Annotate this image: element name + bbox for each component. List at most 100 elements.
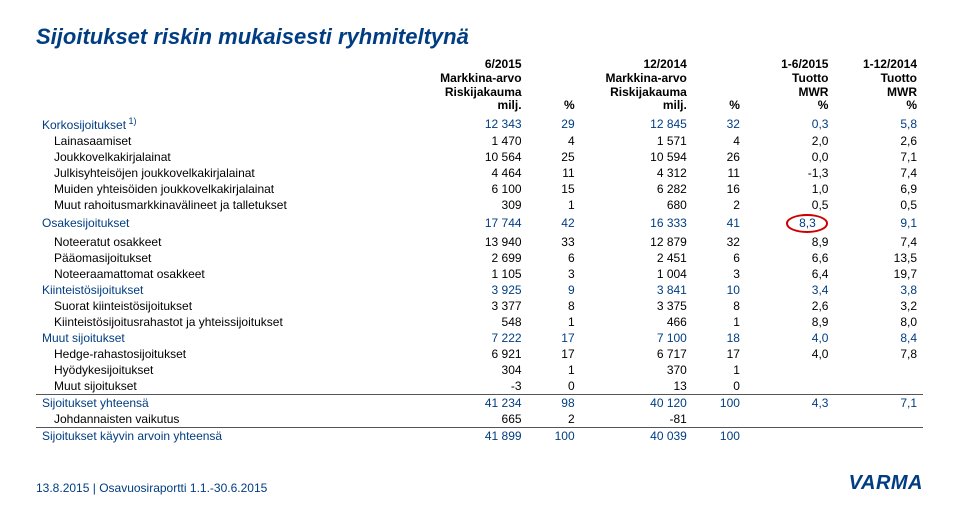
cell: 2 bbox=[693, 197, 746, 213]
cell bbox=[746, 362, 835, 378]
row-label: Kiinteistösijoitusrahastot ja yhteissijo… bbox=[36, 314, 415, 330]
cell: 7 222 bbox=[415, 330, 527, 346]
cell: 6 921 bbox=[415, 346, 527, 362]
cell: 2 bbox=[528, 411, 581, 428]
cell: 8 bbox=[528, 298, 581, 314]
cell: 16 333 bbox=[581, 213, 693, 233]
cell: 6,9 bbox=[834, 181, 923, 197]
cell bbox=[834, 378, 923, 395]
row-label: Hyödykesijoitukset bbox=[36, 362, 415, 378]
cell: 18 bbox=[693, 330, 746, 346]
cell: 7,4 bbox=[834, 234, 923, 250]
footer: 13.8.2015 | Osavuosiraportti 1.1.-30.6.2… bbox=[36, 472, 923, 495]
table-row: Noteeraamattomat osakkeet1 10531 00436,4… bbox=[36, 266, 923, 282]
cell: 41 bbox=[693, 213, 746, 233]
cell: 8,3 bbox=[746, 213, 835, 233]
row-label: Joukkovelkakirjalainat bbox=[36, 149, 415, 165]
cell: 16 bbox=[693, 181, 746, 197]
cell: 7,1 bbox=[834, 149, 923, 165]
cell: 98 bbox=[528, 394, 581, 411]
cell: 3 bbox=[528, 266, 581, 282]
cell: 0,0 bbox=[746, 149, 835, 165]
footer-doc: Osavuosiraportti 1.1.-30.6.2015 bbox=[99, 481, 267, 495]
table-row: Korkosijoitukset 1)12 3432912 845320,35,… bbox=[36, 115, 923, 133]
cell: 7 100 bbox=[581, 330, 693, 346]
col1-header: 6/2015 Markkina-arvo Riskijakauma milj. bbox=[415, 58, 527, 115]
cell: 19,7 bbox=[834, 266, 923, 282]
row-label: Korkosijoitukset 1) bbox=[36, 115, 415, 133]
logo: VARMA bbox=[849, 472, 923, 495]
cell bbox=[746, 427, 835, 444]
cell: 13,5 bbox=[834, 250, 923, 266]
table-row: Kiinteistösijoitukset3 92593 841103,43,8 bbox=[36, 282, 923, 298]
cell: 665 bbox=[415, 411, 527, 428]
cell: 4,3 bbox=[746, 394, 835, 411]
table-row: Muut rahoitusmarkkinavälineet ja talletu… bbox=[36, 197, 923, 213]
cell: 17 bbox=[528, 330, 581, 346]
cell: 10 564 bbox=[415, 149, 527, 165]
cell: 11 bbox=[693, 165, 746, 181]
row-label: Noteeraamattomat osakkeet bbox=[36, 266, 415, 282]
cell: 25 bbox=[528, 149, 581, 165]
col6-header: 1-12/2014 Tuotto MWR % bbox=[834, 58, 923, 115]
row-label: Pääomasijoitukset bbox=[36, 250, 415, 266]
table-row: Sijoitukset yhteensä41 2349840 1201004,3… bbox=[36, 394, 923, 411]
cell: 6 282 bbox=[581, 181, 693, 197]
cell: 8,0 bbox=[834, 314, 923, 330]
cell: 1,0 bbox=[746, 181, 835, 197]
row-label: Muut sijoitukset bbox=[36, 378, 415, 395]
col5-header: 1-6/2015 Tuotto MWR % bbox=[746, 58, 835, 115]
row-label: Osakesijoitukset bbox=[36, 213, 415, 233]
cell: 370 bbox=[581, 362, 693, 378]
cell: 3,8 bbox=[834, 282, 923, 298]
cell: 4 bbox=[693, 133, 746, 149]
cell: 40 039 bbox=[581, 427, 693, 444]
table-row: Noteeratut osakkeet13 9403312 879328,97,… bbox=[36, 234, 923, 250]
cell bbox=[834, 362, 923, 378]
cell: 41 234 bbox=[415, 394, 527, 411]
table-row: Lainasaamiset1 47041 57142,02,6 bbox=[36, 133, 923, 149]
cell: 1 bbox=[528, 362, 581, 378]
table-row: Hedge-rahastosijoitukset6 921176 717174,… bbox=[36, 346, 923, 362]
cell: 17 744 bbox=[415, 213, 527, 233]
cell: 466 bbox=[581, 314, 693, 330]
cell: 6 717 bbox=[581, 346, 693, 362]
cell: 3,2 bbox=[834, 298, 923, 314]
cell: 42 bbox=[528, 213, 581, 233]
table-row: Osakesijoitukset17 7444216 333418,39,1 bbox=[36, 213, 923, 233]
footer-date: 13.8.2015 bbox=[36, 481, 89, 495]
cell: 0 bbox=[528, 378, 581, 395]
cell: 3,4 bbox=[746, 282, 835, 298]
table-row: Pääomasijoitukset2 69962 45166,613,5 bbox=[36, 250, 923, 266]
cell: 41 899 bbox=[415, 427, 527, 444]
cell: 12 845 bbox=[581, 115, 693, 133]
cell: 548 bbox=[415, 314, 527, 330]
cell: 3 377 bbox=[415, 298, 527, 314]
row-label: Sijoitukset yhteensä bbox=[36, 394, 415, 411]
cell: 17 bbox=[528, 346, 581, 362]
cell: 100 bbox=[693, 427, 746, 444]
cell: 12 343 bbox=[415, 115, 527, 133]
table-row: Suorat kiinteistösijoitukset3 37783 3758… bbox=[36, 298, 923, 314]
col4-header: % bbox=[693, 58, 746, 115]
cell: 26 bbox=[693, 149, 746, 165]
cell: 1 bbox=[693, 362, 746, 378]
cell: 0,5 bbox=[834, 197, 923, 213]
cell: 7,1 bbox=[834, 394, 923, 411]
cell: 1 bbox=[693, 314, 746, 330]
cell: -1,3 bbox=[746, 165, 835, 181]
cell: 1 bbox=[528, 197, 581, 213]
cell: 680 bbox=[581, 197, 693, 213]
table-row: Muiden yhteisöiden joukkovelkakirjalaina… bbox=[36, 181, 923, 197]
cell: 40 120 bbox=[581, 394, 693, 411]
cell: 7,8 bbox=[834, 346, 923, 362]
cell: 6 bbox=[528, 250, 581, 266]
cell: 0 bbox=[693, 378, 746, 395]
table-row: Hyödykesijoitukset30413701 bbox=[36, 362, 923, 378]
cell: 3 375 bbox=[581, 298, 693, 314]
table-row: Kiinteistösijoitusrahastot ja yhteissijo… bbox=[36, 314, 923, 330]
investments-table: 6/2015 Markkina-arvo Riskijakauma milj. … bbox=[36, 58, 923, 444]
cell: 0,5 bbox=[746, 197, 835, 213]
cell: 1 004 bbox=[581, 266, 693, 282]
cell: 4 bbox=[528, 133, 581, 149]
